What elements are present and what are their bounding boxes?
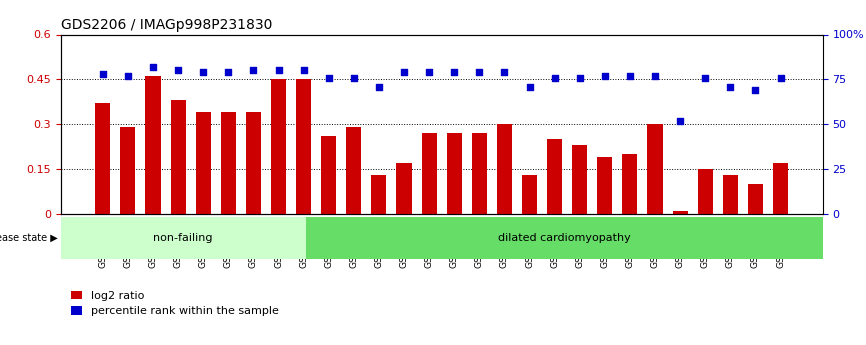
Bar (673, 211, 688, 214)
Text: GDS2206 / IMAGp998P231830: GDS2206 / IMAGp998P231830 (61, 18, 272, 32)
Point (547, 75, 561, 80)
Bar (648, 124, 662, 214)
Bar (145, 76, 160, 214)
Bar (196, 112, 210, 214)
Point (598, 73, 611, 79)
Point (773, 75, 787, 80)
Bar (397, 163, 411, 214)
Bar (271, 79, 286, 214)
Bar (773, 163, 788, 214)
Point (121, 73, 135, 79)
Point (572, 75, 586, 80)
Bar (171, 100, 185, 214)
Point (372, 84, 386, 89)
Bar (497, 124, 512, 214)
Legend: log2 ratio, percentile rank within the sample: log2 ratio, percentile rank within the s… (66, 286, 283, 321)
Bar (95, 103, 110, 214)
Point (347, 75, 361, 80)
Point (723, 84, 737, 89)
Bar (221, 112, 236, 214)
Point (222, 69, 236, 75)
Point (146, 64, 160, 70)
Point (397, 69, 411, 75)
Bar (472, 133, 487, 214)
Bar (547, 139, 562, 214)
Bar (572, 145, 587, 214)
Point (673, 118, 687, 124)
Bar (748, 184, 763, 214)
Point (447, 69, 461, 75)
Bar (522, 175, 537, 214)
Bar (246, 112, 261, 214)
Point (698, 75, 712, 80)
Point (423, 69, 436, 75)
Point (497, 69, 511, 75)
Text: dilated cardiomyopathy: dilated cardiomyopathy (498, 233, 630, 243)
Point (472, 69, 486, 75)
FancyBboxPatch shape (306, 217, 823, 259)
Bar (321, 136, 336, 214)
Bar (372, 175, 386, 214)
Bar (623, 154, 637, 214)
Point (648, 73, 662, 79)
Point (272, 68, 286, 73)
Point (96, 71, 110, 77)
Point (197, 69, 210, 75)
Bar (598, 157, 612, 214)
Point (522, 84, 536, 89)
Text: disease state ▶: disease state ▶ (0, 233, 57, 243)
Point (297, 68, 311, 73)
Point (322, 75, 336, 80)
Bar (447, 133, 462, 214)
Point (623, 73, 637, 79)
FancyBboxPatch shape (61, 217, 306, 259)
Bar (698, 169, 713, 214)
Point (171, 68, 185, 73)
Text: non-failing: non-failing (153, 233, 213, 243)
Bar (120, 127, 135, 214)
Bar (346, 127, 361, 214)
Bar (422, 133, 436, 214)
Point (748, 87, 762, 93)
Point (247, 68, 261, 73)
Bar (723, 175, 738, 214)
Bar (296, 79, 311, 214)
